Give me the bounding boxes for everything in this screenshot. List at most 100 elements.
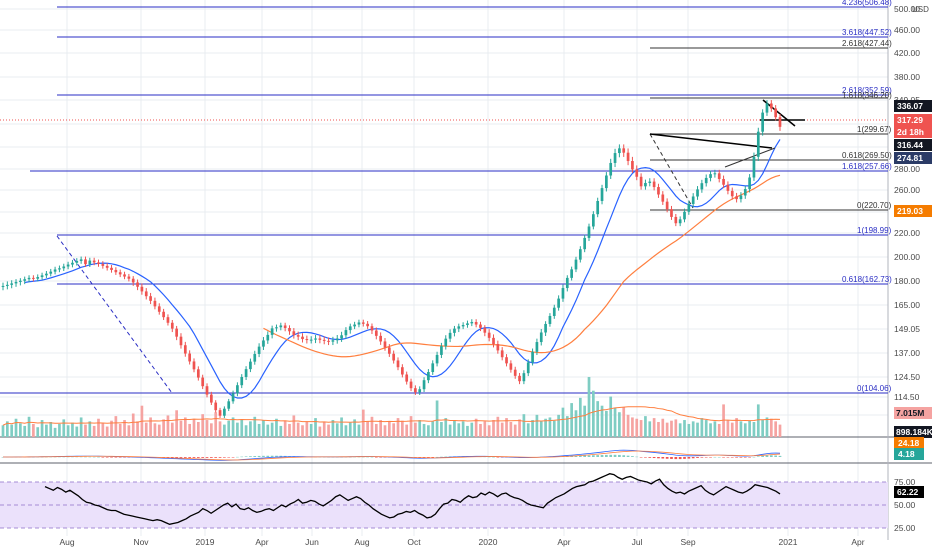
candle-body bbox=[691, 196, 695, 204]
candle-body bbox=[700, 183, 704, 190]
volume-bar bbox=[592, 390, 595, 437]
candle-body bbox=[53, 269, 57, 272]
volume-bar bbox=[105, 426, 109, 437]
candle-body bbox=[58, 268, 61, 270]
candle-body bbox=[570, 269, 573, 278]
candle-body bbox=[179, 336, 183, 346]
macd-histogram-bar bbox=[257, 455, 261, 457]
candle-body bbox=[249, 361, 252, 370]
candle-body bbox=[23, 279, 27, 281]
x-tick-label: Apr bbox=[255, 537, 268, 547]
volume-bar bbox=[544, 418, 547, 437]
candle-body bbox=[340, 335, 343, 339]
volume-bar bbox=[53, 427, 57, 437]
macd-histogram-bar bbox=[427, 457, 430, 458]
volume-bar bbox=[71, 422, 74, 437]
macd-histogram-bar bbox=[665, 457, 669, 459]
macd-histogram-bar bbox=[84, 456, 87, 458]
candle-body bbox=[418, 389, 422, 393]
volume-bar bbox=[570, 403, 573, 437]
candle-body bbox=[635, 169, 639, 177]
volume-bar bbox=[648, 421, 652, 437]
price-tick-label: 280.00 bbox=[894, 164, 920, 174]
volume-bar bbox=[665, 422, 669, 437]
level-label: 3.618(447.52) bbox=[842, 28, 892, 37]
price-marker-box bbox=[894, 139, 932, 151]
macd-histogram-bar bbox=[635, 456, 639, 458]
volume-bar bbox=[62, 419, 66, 437]
candle-body bbox=[196, 369, 200, 378]
macd-histogram-bar bbox=[114, 457, 118, 458]
volume-bar bbox=[505, 418, 508, 437]
macd-histogram-bar bbox=[374, 457, 378, 458]
candle-body bbox=[765, 103, 769, 113]
candle-body bbox=[240, 377, 244, 386]
macd-marker-box bbox=[894, 437, 924, 449]
candle-body bbox=[448, 332, 452, 339]
volume-bar bbox=[661, 418, 665, 437]
candle-body bbox=[153, 300, 157, 307]
candle-body bbox=[639, 176, 643, 187]
volume-bar bbox=[583, 405, 587, 437]
candle-body bbox=[644, 182, 647, 187]
candle-body bbox=[357, 322, 361, 325]
trendline-upper bbox=[649, 133, 773, 149]
candle-body bbox=[149, 296, 152, 301]
volume-bar bbox=[131, 413, 135, 437]
macd-histogram-bar bbox=[756, 456, 760, 457]
candle-body bbox=[257, 346, 261, 354]
macd-histogram-bar bbox=[657, 457, 660, 459]
volume-ma-line bbox=[2, 406, 781, 426]
level-label: 1.618(257.66) bbox=[842, 162, 892, 171]
trendline-top bbox=[762, 99, 796, 127]
volume-bar bbox=[240, 419, 244, 437]
macd-histogram-bar bbox=[644, 457, 647, 458]
candle-body bbox=[774, 108, 778, 118]
level-label: 4.236(506.48) bbox=[842, 0, 892, 7]
volume-bar bbox=[366, 421, 369, 437]
candle-body bbox=[522, 373, 526, 382]
candle-body bbox=[75, 260, 79, 263]
price-marker-box bbox=[894, 114, 932, 126]
macd-marker-label: 4.18 bbox=[898, 449, 915, 459]
candle-body bbox=[114, 269, 118, 273]
volume-bar bbox=[335, 423, 339, 437]
x-tick-label: 2021 bbox=[779, 537, 798, 547]
volume-bar bbox=[49, 422, 53, 437]
candle-body bbox=[27, 277, 31, 280]
candle-body bbox=[440, 346, 443, 355]
price-tick-label: 137.00 bbox=[894, 348, 920, 358]
macd-histogram-bar bbox=[587, 455, 591, 457]
x-tick-label: Jul bbox=[632, 537, 643, 547]
candle-body bbox=[600, 188, 604, 201]
volume-bar bbox=[257, 423, 261, 437]
candle-body bbox=[743, 189, 747, 196]
price-marker-label: 274.81 bbox=[897, 153, 923, 163]
candle-body bbox=[509, 363, 513, 370]
horizontal-levels: 4.236(506.48) 3.618(447.52) 2.618(427.44) 2… bbox=[0, 0, 892, 394]
volume-bar bbox=[127, 425, 131, 437]
candle-body bbox=[726, 184, 730, 191]
candle-body bbox=[348, 326, 352, 331]
candle-body bbox=[45, 273, 48, 276]
candle-body bbox=[665, 201, 669, 210]
macd-histogram-bar bbox=[661, 457, 665, 459]
candle-body bbox=[717, 173, 721, 179]
candle-body bbox=[631, 161, 634, 170]
candle-body bbox=[526, 362, 530, 374]
candle-body bbox=[470, 322, 474, 324]
volume-bar bbox=[340, 417, 343, 437]
candle-body bbox=[678, 219, 682, 224]
volume-bar bbox=[196, 422, 200, 437]
volume-bar bbox=[23, 425, 27, 437]
candle-body bbox=[626, 152, 630, 162]
volume-bar bbox=[578, 397, 582, 437]
macd-histogram-bar bbox=[444, 456, 448, 458]
volume-bar bbox=[188, 423, 191, 437]
x-tick-label: Apr bbox=[557, 537, 570, 547]
candle-body bbox=[648, 181, 652, 183]
volume-bar bbox=[223, 424, 226, 437]
level-label: 0(104.06) bbox=[857, 384, 892, 393]
macd-histogram-bar bbox=[66, 456, 70, 458]
volume-bar bbox=[405, 424, 409, 437]
